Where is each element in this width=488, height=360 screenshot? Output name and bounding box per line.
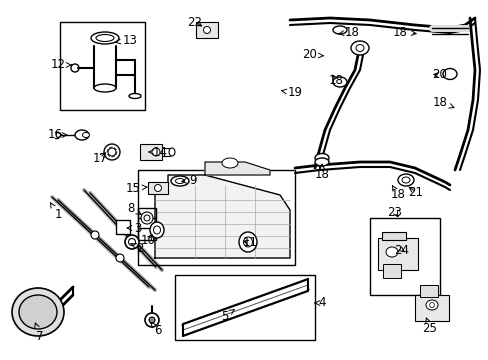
Ellipse shape (442, 68, 456, 80)
Ellipse shape (203, 27, 210, 33)
Bar (419, 285, 437, 297)
Text: 9: 9 (182, 174, 196, 186)
Bar (116, 220, 130, 234)
Text: 4: 4 (314, 297, 325, 310)
Text: 18: 18 (392, 26, 415, 39)
Ellipse shape (125, 235, 139, 249)
Ellipse shape (128, 238, 135, 246)
Bar (381, 232, 405, 240)
Bar (60, 22, 145, 110)
Ellipse shape (141, 212, 153, 224)
Bar (148, 182, 168, 194)
Ellipse shape (108, 148, 116, 156)
Bar (138, 208, 156, 240)
Ellipse shape (397, 174, 413, 186)
Ellipse shape (82, 132, 89, 138)
Bar (377, 238, 417, 270)
Bar (414, 295, 448, 321)
Text: 19: 19 (281, 86, 302, 99)
Text: 1: 1 (50, 203, 61, 221)
Ellipse shape (171, 176, 189, 186)
Ellipse shape (19, 295, 57, 329)
Text: 13: 13 (116, 33, 137, 46)
Ellipse shape (314, 153, 328, 162)
Ellipse shape (116, 254, 124, 262)
Text: 16: 16 (47, 129, 67, 141)
Ellipse shape (169, 148, 175, 156)
Text: 7: 7 (35, 323, 43, 342)
Ellipse shape (239, 232, 257, 252)
Text: 17: 17 (92, 152, 107, 165)
Ellipse shape (350, 41, 368, 55)
Text: 11: 11 (242, 237, 257, 249)
Ellipse shape (129, 94, 141, 99)
Ellipse shape (75, 130, 89, 140)
Text: 14: 14 (149, 145, 167, 158)
Text: 20: 20 (432, 68, 447, 81)
Ellipse shape (153, 226, 160, 234)
Ellipse shape (222, 158, 238, 168)
Text: 5: 5 (221, 310, 234, 323)
Ellipse shape (143, 215, 150, 221)
Ellipse shape (149, 317, 155, 323)
Ellipse shape (355, 45, 363, 51)
Ellipse shape (145, 313, 159, 327)
Text: 24: 24 (394, 243, 408, 256)
Text: 12: 12 (50, 58, 71, 72)
Bar (369, 218, 439, 295)
Ellipse shape (175, 179, 184, 184)
Text: 3: 3 (127, 221, 142, 234)
Ellipse shape (385, 247, 397, 257)
Text: 18: 18 (390, 186, 405, 202)
Ellipse shape (91, 231, 99, 239)
Text: 15: 15 (125, 181, 146, 194)
Bar (140, 144, 162, 160)
Text: 22: 22 (187, 15, 202, 28)
Ellipse shape (428, 302, 434, 307)
Text: 6: 6 (150, 323, 162, 337)
Ellipse shape (401, 177, 409, 183)
Ellipse shape (332, 26, 346, 34)
Text: 8: 8 (127, 202, 141, 215)
Text: 18: 18 (432, 95, 453, 108)
Text: 23: 23 (387, 206, 402, 219)
Bar (382, 264, 400, 278)
Ellipse shape (314, 158, 328, 166)
Bar (175, 275, 314, 340)
Bar (196, 22, 218, 38)
Ellipse shape (94, 84, 116, 92)
Text: 18: 18 (328, 73, 343, 86)
Text: 10: 10 (140, 234, 155, 247)
Polygon shape (155, 175, 289, 258)
Text: 18: 18 (314, 164, 329, 181)
Ellipse shape (243, 237, 252, 247)
Ellipse shape (332, 77, 346, 87)
Ellipse shape (152, 148, 160, 156)
Ellipse shape (154, 184, 161, 192)
Ellipse shape (150, 222, 163, 238)
Text: 18: 18 (338, 26, 359, 39)
Text: 21: 21 (407, 185, 423, 198)
Polygon shape (204, 162, 269, 175)
Ellipse shape (104, 144, 120, 160)
Text: 20: 20 (302, 49, 323, 62)
Bar (138, 170, 294, 265)
Text: 2: 2 (131, 242, 143, 255)
Text: 25: 25 (422, 318, 437, 334)
Ellipse shape (12, 288, 64, 336)
Ellipse shape (425, 300, 437, 310)
